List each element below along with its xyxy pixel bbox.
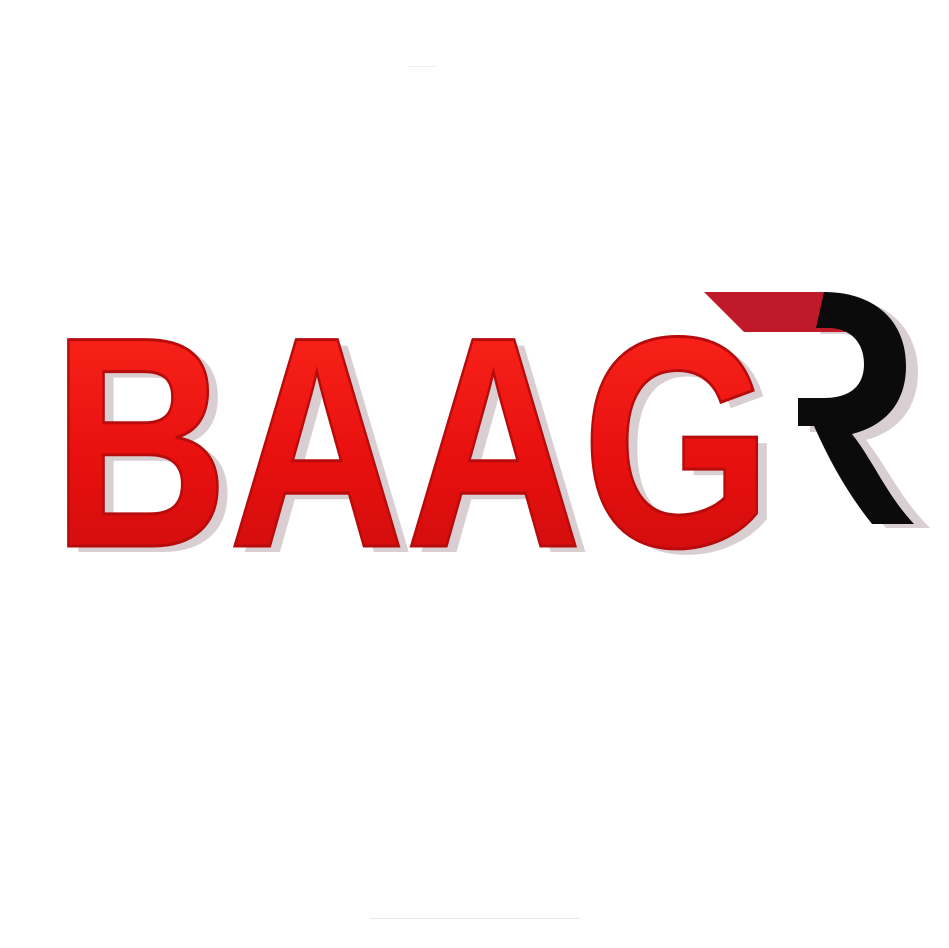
wordmark-shadow: BAAG [62, 280, 782, 616]
monogram-r-shape [798, 292, 914, 524]
wordmark-text: BAAG [52, 274, 772, 610]
monogram-letter: R [0, 0, 1, 1]
swoosh-shape [704, 292, 852, 332]
bottom-divider-line [370, 918, 580, 919]
top-divider-line [408, 66, 436, 67]
